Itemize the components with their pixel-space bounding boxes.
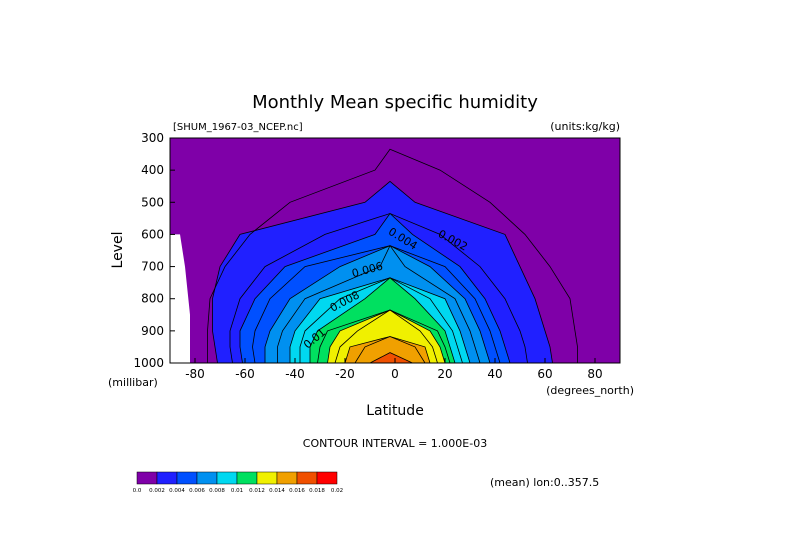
- contour-lines: [207, 148, 578, 364]
- y-tick-label: 900: [141, 324, 164, 338]
- y-tick-label: 600: [141, 227, 164, 241]
- colorbar-swatch: [256, 471, 278, 485]
- contour-line-0-015: [354, 336, 426, 364]
- colorbar-label: 0.014: [269, 488, 285, 494]
- contour-fills: [207, 149, 578, 363]
- colorbar-label: 0.012: [249, 488, 265, 494]
- plot-area: [169, 137, 621, 364]
- colorbar-label: 0.008: [209, 488, 225, 494]
- y-unit-label: (millibar): [108, 376, 158, 389]
- contour-line-0-016: [369, 352, 413, 364]
- colorbar-swatch: [156, 471, 178, 485]
- contour-fill-0-015: [355, 336, 425, 363]
- x-tick-label: 60: [537, 367, 552, 381]
- contour-line-0-001: [207, 148, 578, 363]
- colorbar-label: 0.0: [133, 488, 142, 494]
- x-axis-title: Latitude: [366, 403, 424, 419]
- colorbar-label: 0.002: [149, 488, 165, 494]
- colorbar-label: 0.006: [189, 488, 205, 494]
- y-tick-label: 500: [141, 195, 164, 209]
- y-tick-label: 700: [141, 260, 164, 274]
- contour-fill-0-016: [370, 352, 413, 363]
- x-tick-label: 40: [487, 367, 502, 381]
- units-label: (units:kg/kg): [550, 120, 620, 133]
- colorbar-label: 0.02: [331, 488, 343, 494]
- y-tick-label: 400: [141, 163, 164, 177]
- y-tick-label: 1000: [133, 356, 164, 370]
- colorbar-swatch: [196, 471, 218, 485]
- x-tick-label: 20: [437, 367, 452, 381]
- mean-longitude-label: (mean) lon:0..357.5: [490, 476, 599, 489]
- x-unit-label: (degrees_north): [546, 384, 634, 397]
- y-tick-label: 300: [141, 131, 164, 145]
- colorbar-swatch: [276, 471, 298, 485]
- x-tick-label: 80: [587, 367, 602, 381]
- x-tick-label: 0: [391, 367, 399, 381]
- contour-line-0-010: [309, 277, 456, 364]
- colorbar-swatch: [236, 471, 258, 485]
- colorbar-label: 0.018: [309, 488, 325, 494]
- colorbar-label: 0.01: [231, 488, 243, 494]
- y-axis-title: Level: [110, 232, 126, 269]
- y-axis-ticks: 300 400 500 600 700 800 900 1000: [133, 131, 175, 370]
- colorbar-swatch: [316, 471, 338, 485]
- colorbar-swatch: [136, 471, 158, 485]
- contour-line-0-004: [239, 212, 511, 364]
- contour-interval-label: CONTOUR INTERVAL = 1.000E-03: [303, 437, 487, 450]
- y-tick-label: 800: [141, 292, 164, 306]
- colorbar-swatch: [216, 471, 238, 485]
- x-tick-label: -20: [335, 367, 355, 381]
- x-tick-label: -80: [185, 367, 205, 381]
- contour-line-0-013: [334, 309, 438, 364]
- contour-line-0-002: [212, 180, 553, 364]
- x-tick-label: -60: [235, 367, 255, 381]
- colorbar-swatch: [176, 471, 198, 485]
- colorbar-swatch: [296, 471, 318, 485]
- colorbar: 0.0 0.002 0.004 0.006 0.008 0.01 0.012 0.014 0.0…: [133, 471, 343, 494]
- file-label: [SHUM_1967-03_NCEP.nc]: [173, 122, 303, 133]
- x-tick-label: -40: [285, 367, 305, 381]
- colorbar-label: 0.004: [169, 488, 185, 494]
- chart-title: Monthly Mean specific humidity: [252, 92, 538, 113]
- contour-line-0-007: [277, 244, 481, 364]
- x-axis-ticks: -80 -60 -40 -20 0 20 40 60 80: [185, 358, 603, 381]
- colorbar-label: 0.016: [289, 488, 305, 494]
